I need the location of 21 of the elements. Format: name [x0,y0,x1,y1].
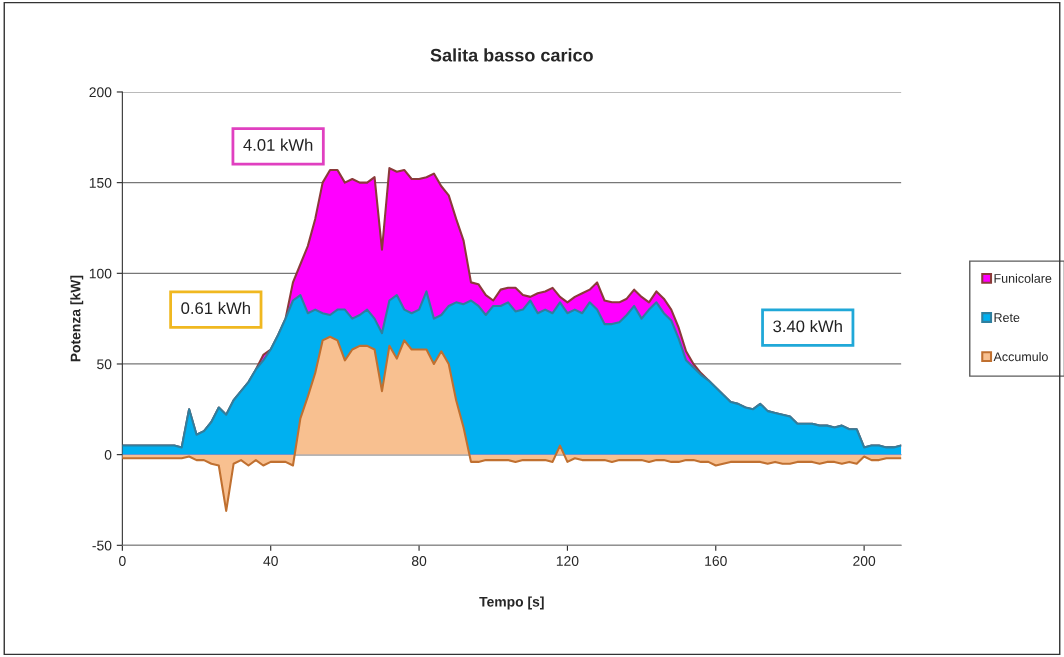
annotation: 4.01 kWh [243,138,313,151]
annotation: 0.61 kWh [181,301,250,315]
y-tick-label: -50 [92,540,112,551]
chart-title: Salita basso carico [430,48,593,62]
x-tick-label: 200 [853,556,876,566]
legend-label: Funicolare [994,273,1052,283]
annotation: 3.40 kWh [773,319,842,333]
legend-label: Rete [994,313,1020,322]
y-tick-label: 200 [89,87,112,98]
x-tick-label: 40 [263,556,278,566]
x-tick-label: 160 [705,556,727,566]
x-tick-label: 80 [411,556,427,566]
y-axis-title: Potenza [kW] [70,275,84,362]
x-axis-title: Tempo [s] [479,596,544,610]
y-tick-label: 100 [89,268,112,279]
y-tick-label: 50 [97,359,112,370]
x-tick-label: 120 [556,556,579,566]
x-tick-label: 0 [119,556,126,566]
y-tick-label: 0 [104,449,112,460]
legend-label: Accumulo [993,351,1048,362]
y-tick-label: 150 [89,177,112,188]
